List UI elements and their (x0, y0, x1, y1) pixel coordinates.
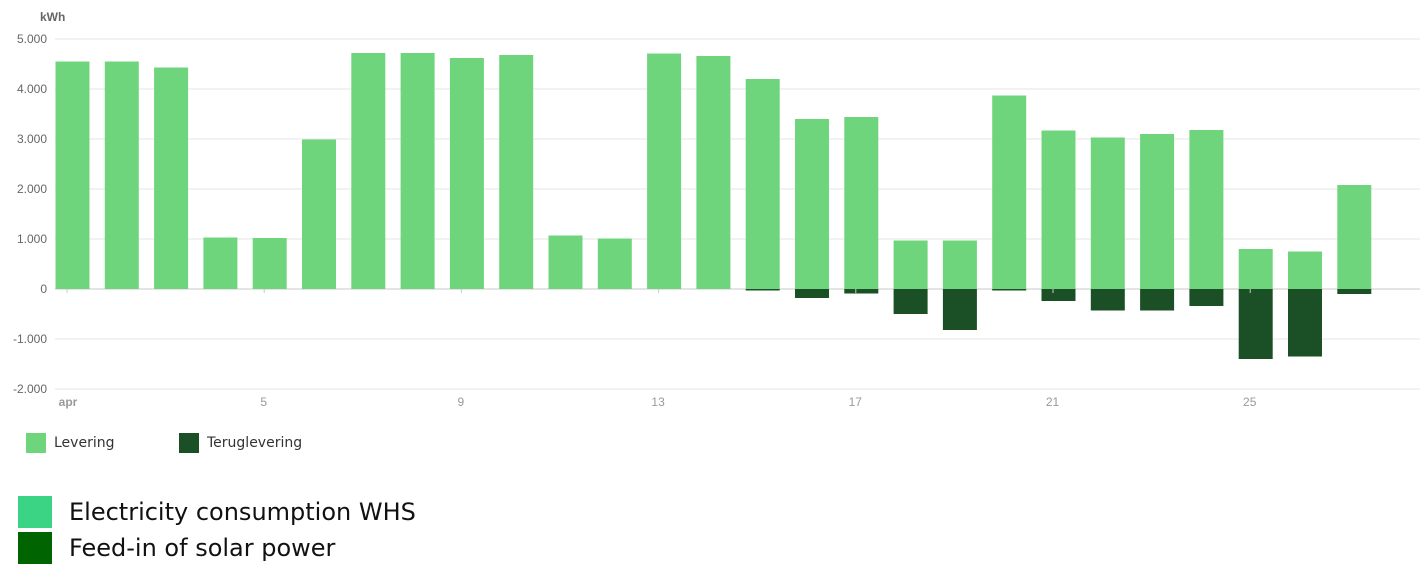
legend-swatch-levering (26, 433, 46, 453)
bar-levering (252, 238, 287, 289)
bar-levering (1041, 130, 1076, 289)
bar-levering (499, 55, 534, 289)
bar-levering (1238, 249, 1273, 289)
bar-teruglevering (844, 289, 879, 294)
x-tick-label: 5 (260, 395, 267, 409)
legend-row-consumption: Electricity consumption WHS (18, 494, 416, 530)
bar-levering (844, 117, 879, 289)
bar-teruglevering (1288, 289, 1322, 357)
bar-levering (351, 53, 386, 289)
bar-levering (745, 79, 780, 289)
x-tick-label: 17 (849, 395, 863, 409)
x-tick-label: apr (59, 395, 78, 409)
bar-teruglevering (893, 289, 928, 314)
bar-levering (302, 139, 336, 289)
legend-item-teruglevering[interactable]: Teruglevering (179, 433, 302, 453)
y-axis-unit-label: kWh (40, 10, 65, 24)
legend-label-levering: Levering (54, 435, 115, 451)
bar-levering (893, 240, 928, 289)
bar-teruglevering (745, 289, 780, 291)
x-tick-label: 25 (1243, 395, 1257, 409)
bar-teruglevering (942, 289, 977, 330)
bar-levering (1189, 130, 1224, 289)
bar-levering (1140, 134, 1175, 289)
bar-levering (647, 53, 682, 289)
bar-teruglevering (992, 289, 1027, 291)
bar-levering (400, 53, 435, 289)
y-tick-label: 4.000 (17, 82, 47, 96)
bar-levering (1288, 251, 1322, 289)
bar-teruglevering (1041, 289, 1076, 301)
y-tick-label: 1.000 (17, 232, 47, 246)
legend-swatch-consumption (18, 496, 52, 528)
x-tick-label: 9 (458, 395, 465, 409)
legend-label-feed-in: Feed-in of solar power (69, 534, 336, 562)
bar-levering (1090, 137, 1125, 289)
explanation-legend: Electricity consumption WHS Feed-in of s… (18, 494, 416, 566)
y-tick-label: 3.000 (17, 132, 47, 146)
bar-teruglevering (1337, 289, 1372, 294)
bar-teruglevering (1189, 289, 1224, 306)
bar-teruglevering (795, 289, 829, 298)
x-tick-label: 21 (1046, 395, 1060, 409)
bar-levering (942, 240, 977, 289)
y-tick-label: 5.000 (17, 32, 47, 46)
legend-label-consumption: Electricity consumption WHS (69, 498, 416, 526)
bar-levering (104, 61, 139, 289)
bar-levering (696, 56, 731, 289)
axes: 5.000 4.000 3.000 2.000 1.000 0 -1.000 -2.000 ap… (13, 32, 1420, 409)
chart-bars (55, 53, 1372, 359)
bar-levering (597, 238, 632, 289)
bar-levering (992, 95, 1027, 289)
legend-swatch-feed-in (18, 532, 52, 564)
legend-row-feed-in: Feed-in of solar power (18, 530, 416, 566)
y-tick-label: 2.000 (17, 182, 47, 196)
x-tick-label: 13 (651, 395, 665, 409)
legend-label-teruglevering: Teruglevering (207, 435, 303, 451)
bar-levering (1337, 185, 1372, 289)
y-tick-label: 0 (40, 282, 47, 296)
bar-levering (548, 235, 583, 289)
bar-chart: 5.000 4.000 3.000 2.000 1.000 0 -1.000 -2.000 ap… (13, 10, 1420, 409)
y-tick-label: -1.000 (13, 332, 47, 346)
bar-levering (449, 58, 484, 289)
bar-teruglevering (1140, 289, 1175, 311)
y-tick-label: -2.000 (13, 382, 47, 396)
bar-levering (55, 61, 90, 289)
bar-teruglevering (1090, 289, 1125, 311)
bar-levering (795, 119, 829, 289)
bar-levering (154, 67, 189, 289)
legend-swatch-teruglevering (179, 433, 199, 453)
bar-levering (203, 237, 238, 289)
legend-item-levering[interactable]: Levering (26, 433, 179, 453)
chart-legend: Levering Teruglevering (26, 433, 302, 453)
bar-teruglevering (1238, 289, 1273, 359)
